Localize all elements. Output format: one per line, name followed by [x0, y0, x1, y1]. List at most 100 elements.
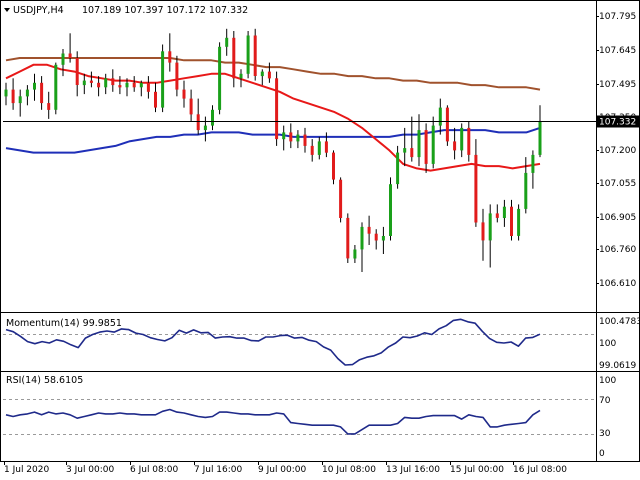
candle [239, 69, 243, 88]
rsi-line [5, 408, 541, 435]
price-tick-label: 106.610 [599, 279, 636, 289]
candle [389, 177, 392, 241]
candle [260, 69, 264, 86]
candle-body-bull [282, 132, 286, 140]
candle [453, 127, 457, 160]
candle-body-bull [296, 134, 300, 142]
candle-body-bear [453, 141, 457, 151]
price-axis: 107.795 107.645 107.495 107.350 107.200 … [599, 12, 636, 289]
candle-body-bear [75, 58, 79, 85]
price-tick-label: 106.760 [599, 245, 636, 255]
candle [474, 139, 478, 227]
candle-body-bear [111, 78, 115, 86]
candle [104, 73, 108, 95]
rsi-grid [3, 399, 596, 435]
candle-body-bear [510, 206, 513, 236]
candle-body-bear [47, 103, 51, 110]
collapse-triangle-icon [4, 8, 10, 12]
candle-body-bear [424, 130, 428, 164]
candle-body-bear [410, 148, 414, 158]
candle [168, 33, 172, 72]
candle-body-bear [168, 51, 172, 63]
candle-body-bull [203, 125, 207, 131]
candle [75, 51, 79, 97]
rsi-title: RSI(14) 58.6105 [6, 375, 83, 386]
candle [47, 91, 51, 119]
price-tick-label: 107.645 [599, 46, 636, 56]
candle-body-bull [502, 206, 506, 218]
candle [282, 125, 286, 151]
candle-body-bull [438, 107, 442, 126]
rsi-axis: 100 70 30 0 [599, 376, 616, 459]
candle [11, 78, 15, 110]
candle [438, 98, 442, 135]
candle-body-bull [460, 127, 464, 151]
candle [154, 82, 157, 113]
candle [139, 80, 143, 97]
candle-body-bull [25, 89, 29, 97]
candle-body-bull [104, 78, 108, 88]
candle [118, 76, 122, 95]
candle-body-bull [54, 64, 58, 110]
candle-body-bull [396, 152, 400, 185]
candle [253, 28, 257, 81]
candle [353, 245, 357, 263]
candle [267, 62, 271, 83]
candle-body-bull [161, 51, 165, 108]
current-price-box [597, 115, 639, 128]
time-tick-label: 3 Jul 00:00 [66, 465, 115, 475]
candle-body-bear [332, 152, 335, 180]
time-tick-label: 1 Jul 2020 [4, 465, 49, 475]
candle [275, 71, 279, 146]
candle-body-bear [175, 62, 179, 90]
candle [225, 28, 229, 56]
candle-body-bear [495, 213, 499, 218]
candle [54, 62, 58, 115]
candle [324, 132, 328, 158]
candle-body-bull [239, 73, 243, 79]
candle-body-bear [118, 85, 122, 88]
chart-frame [0, 0, 640, 462]
candle [310, 139, 314, 162]
candle [502, 199, 506, 227]
candle [246, 31, 250, 79]
candle [289, 123, 293, 149]
candle-body-bull [389, 184, 392, 236]
candle-body-bull [260, 71, 264, 77]
candle [296, 130, 300, 149]
candle-body-bull [225, 37, 229, 47]
ohlc-values: 107.189 107.397 107.172 107.332 [82, 5, 248, 16]
time-tick-label: 6 Jul 08:00 [130, 465, 179, 475]
candle-body-bull [431, 125, 435, 164]
candle-body-bull [353, 249, 357, 259]
chart-header: USDJPY,H4 107.189 107.397 107.172 107.33… [4, 5, 248, 16]
momentum-axis: 100.4783 100 99.0619 [599, 317, 640, 371]
candle-body-bull [33, 82, 36, 90]
candle-body-bear [11, 89, 15, 104]
candle [232, 31, 236, 88]
candle-body-bull [517, 208, 521, 236]
momentum-series [5, 318, 541, 366]
candle-body-bear [474, 154, 478, 223]
candle-body-bull [524, 172, 528, 209]
ma-fast-line [5, 63, 541, 172]
candle-body-bear [367, 226, 371, 234]
candle-body-bull [4, 89, 8, 97]
candle [332, 150, 335, 185]
time-tick-label: 7 Jul 16:00 [194, 465, 243, 475]
momentum-tick-label: 100.4783 [599, 317, 640, 327]
candle [218, 42, 222, 115]
candle [481, 208, 485, 261]
candle [189, 89, 193, 122]
candle-body-bull [18, 96, 22, 104]
candle [196, 98, 200, 135]
candle [524, 157, 528, 214]
price-tick-label: 106.905 [599, 213, 636, 223]
candle-body-bull [82, 80, 86, 86]
candle [517, 204, 521, 241]
time-tick-label: 13 Jul 16:00 [386, 465, 440, 475]
momentum-tick-label: 100 [599, 339, 616, 349]
candle [40, 76, 44, 110]
candle [381, 226, 385, 254]
moving-averages [5, 57, 541, 172]
